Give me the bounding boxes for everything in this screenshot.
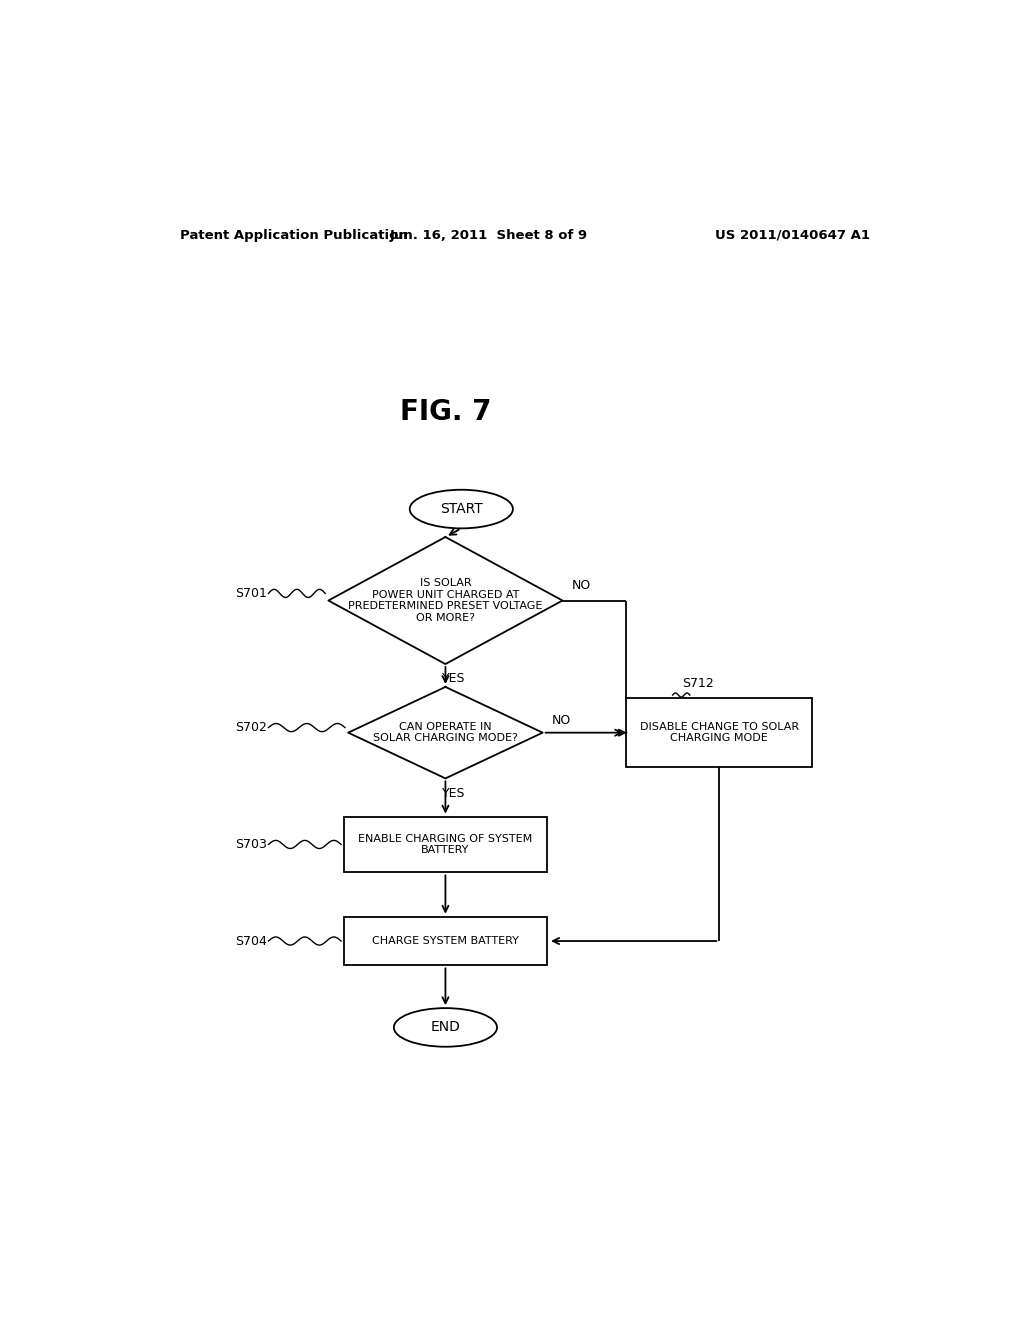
Text: ENABLE CHARGING OF SYSTEM
BATTERY: ENABLE CHARGING OF SYSTEM BATTERY [358,834,532,855]
Text: S712: S712 [682,677,714,690]
Text: FIG. 7: FIG. 7 [399,399,492,426]
Text: NO: NO [572,579,591,593]
Text: CAN OPERATE IN
SOLAR CHARGING MODE?: CAN OPERATE IN SOLAR CHARGING MODE? [373,722,518,743]
Text: YES: YES [441,787,465,800]
Text: Jun. 16, 2011  Sheet 8 of 9: Jun. 16, 2011 Sheet 8 of 9 [390,228,588,242]
Bar [344,916,547,965]
Text: IS SOLAR
POWER UNIT CHARGED AT
PREDETERMINED PRESET VOLTAGE
OR MORE?: IS SOLAR POWER UNIT CHARGED AT PREDETERM… [348,578,543,623]
Text: CHARGE SYSTEM BATTERY: CHARGE SYSTEM BATTERY [372,936,519,946]
Text: NO: NO [552,714,571,726]
Text: S704: S704 [234,935,267,948]
Text: DISABLE CHANGE TO SOLAR
CHARGING MODE: DISABLE CHANGE TO SOLAR CHARGING MODE [640,722,799,743]
Text: YES: YES [441,672,465,685]
Text: START: START [440,502,482,516]
Text: Patent Application Publication: Patent Application Publication [179,228,408,242]
Text: END: END [430,1020,461,1035]
Text: S702: S702 [234,721,267,734]
Text: S703: S703 [234,838,267,851]
Bar [626,698,812,767]
Text: S701: S701 [234,587,267,599]
Text: US 2011/0140647 A1: US 2011/0140647 A1 [715,228,870,242]
Bar [344,817,547,873]
